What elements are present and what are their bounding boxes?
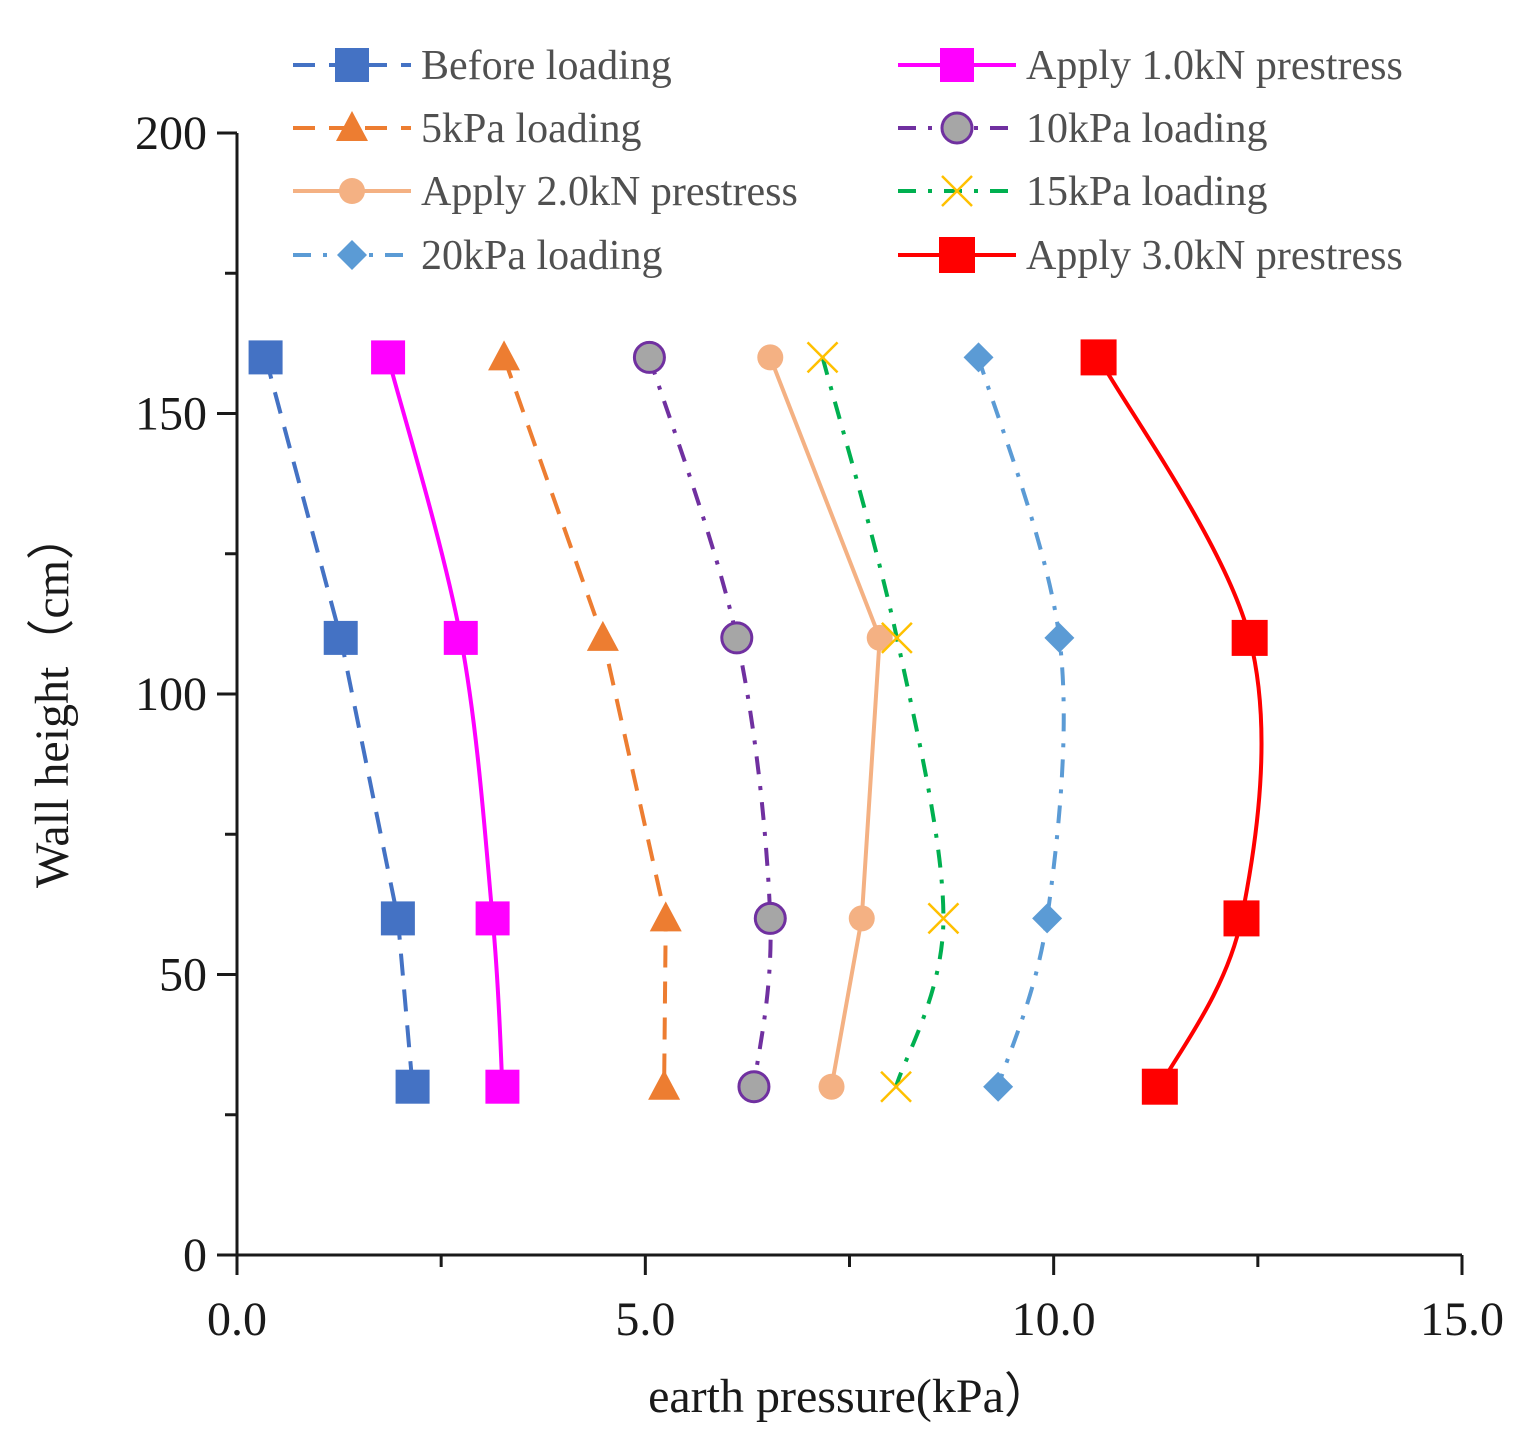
series-line-apply-1-0kn-prestress <box>386 356 505 1087</box>
data-point-5kpa-loading <box>488 340 521 371</box>
data-point-apply-3-0kn-prestress <box>1141 1068 1178 1105</box>
data-point-10kpa-loading <box>720 621 754 655</box>
y-tick-label: 50 <box>159 949 207 1002</box>
legend-label: 5kPa loading <box>421 106 641 152</box>
series-line-before-loading <box>263 356 415 1087</box>
x-axis-title: earth pressure(kPa） <box>648 1370 1052 1423</box>
legend-label: Apply 2.0kN prestress <box>421 169 798 215</box>
data-point-20kpa-loading <box>1044 622 1075 653</box>
data-point-apply-3-0kn-prestress <box>1080 339 1117 376</box>
y-tick-label: 100 <box>135 668 207 721</box>
series-lines <box>248 339 1268 1105</box>
x-marker-stroke <box>880 622 913 654</box>
legend-item-apply-2-0kn-prestress: Apply 2.0kN prestress <box>293 169 798 215</box>
x-tick-label: 15.0 <box>1420 1293 1504 1346</box>
data-point-apply-2-0kn-prestress <box>757 344 784 371</box>
data-point-apply-3-0kn-prestress <box>1231 619 1268 656</box>
data-point-15kpa-loading <box>880 622 913 654</box>
ticks <box>217 131 1464 1275</box>
data-point-15kpa-loading <box>927 902 960 935</box>
data-point-10kpa-loading <box>737 1070 771 1104</box>
data-point-10kpa-loading <box>753 901 787 935</box>
y-tick-label: 150 <box>135 388 207 441</box>
series-line-apply-2-0kn-prestress <box>768 356 882 1088</box>
data-point-15kpa-loading <box>806 341 839 374</box>
tick-labels: 0 50 100 150 200 0.0 5.0 10.0 15.0 <box>135 107 1504 1346</box>
data-point-apply-1-0kn-prestress <box>371 340 406 375</box>
data-point-before-loading <box>395 1069 430 1104</box>
series-line-apply-3-0kn-prestress <box>1096 356 1264 1088</box>
data-point-15kpa-loading <box>880 1070 912 1103</box>
legend-marker <box>337 240 367 270</box>
x-marker-stroke <box>806 341 839 374</box>
legend-label: 15kPa loading <box>1026 169 1267 215</box>
legend-item-apply-1-0kn-prestress: Apply 1.0kN prestress <box>898 43 1403 89</box>
data-point-apply-2-0kn-prestress <box>848 905 875 932</box>
series-apply-3-0kn-prestress <box>1080 339 1268 1105</box>
series-line-20kpa-loading <box>976 356 1066 1088</box>
series-15kpa-loading <box>806 341 960 1103</box>
series-before-loading <box>248 340 430 1104</box>
legend-marker <box>940 48 974 82</box>
data-point-apply-2-0kn-prestress <box>866 624 893 651</box>
legend-label: Before loading <box>421 43 672 89</box>
series-line-5kpa-loading <box>502 356 668 1087</box>
x-marker-stroke <box>927 902 960 935</box>
legend-marker <box>939 237 975 273</box>
data-point-apply-2-0kn-prestress <box>818 1073 845 1100</box>
data-point-20kpa-loading <box>1032 903 1063 934</box>
data-point-before-loading <box>248 340 283 375</box>
data-point-5kpa-loading <box>649 901 682 932</box>
legend-item-apply-3-0kn-prestress: Apply 3.0kN prestress <box>898 233 1403 279</box>
legend-label: 20kPa loading <box>421 233 662 279</box>
series-line-15kpa-loading <box>820 356 946 1088</box>
legend-marker <box>335 48 369 82</box>
data-point-before-loading <box>380 901 415 936</box>
legend-label: 10kPa loading <box>1026 106 1267 152</box>
series-apply-2-0kn-prestress <box>757 344 893 1100</box>
series-10kpa-loading <box>632 340 787 1104</box>
data-point-10kpa-loading <box>632 340 666 374</box>
data-point-5kpa-loading <box>648 1069 681 1100</box>
data-point-20kpa-loading <box>963 342 994 373</box>
legend-marker <box>336 111 368 141</box>
x-marker-stroke <box>941 175 973 207</box>
legend: Before loading 5kPa loading Apply 2.0kN pr… <box>293 43 1403 279</box>
legend-marker <box>941 175 973 207</box>
legend-item-5kpa-loading: 5kPa loading <box>293 106 641 152</box>
data-point-apply-3-0kn-prestress <box>1223 900 1260 937</box>
x-marker-stroke <box>880 1070 912 1103</box>
data-point-5kpa-loading <box>586 620 619 651</box>
legend-item-10kpa-loading: 10kPa loading <box>898 106 1267 152</box>
series-apply-1-0kn-prestress <box>371 340 520 1104</box>
legend-marker <box>940 111 974 145</box>
legend-item-15kpa-loading: 15kPa loading <box>898 169 1267 215</box>
data-point-before-loading <box>323 620 358 655</box>
series-20kpa-loading <box>963 342 1075 1102</box>
data-point-apply-1-0kn-prestress <box>475 901 510 936</box>
series-5kpa-loading <box>488 340 682 1100</box>
data-point-apply-1-0kn-prestress <box>485 1069 520 1104</box>
y-tick-label: 200 <box>135 107 207 160</box>
y-axis-title: Wall height（cm） <box>26 512 79 888</box>
x-tick-label: 10.0 <box>1012 1293 1096 1346</box>
x-tick-label: 5.0 <box>615 1293 675 1346</box>
legend-item-before-loading: Before loading <box>293 43 672 89</box>
series-line-10kpa-loading <box>647 356 773 1087</box>
x-tick-label: 0.0 <box>207 1293 267 1346</box>
legend-item-20kpa-loading: 20kPa loading <box>293 233 662 279</box>
legend-label: Apply 3.0kN prestress <box>1026 233 1403 279</box>
legend-marker <box>339 178 365 204</box>
data-point-apply-1-0kn-prestress <box>443 620 478 655</box>
legend-label: Apply 1.0kN prestress <box>1026 43 1403 89</box>
y-tick-label: 0 <box>183 1229 207 1282</box>
data-point-20kpa-loading <box>983 1071 1014 1102</box>
